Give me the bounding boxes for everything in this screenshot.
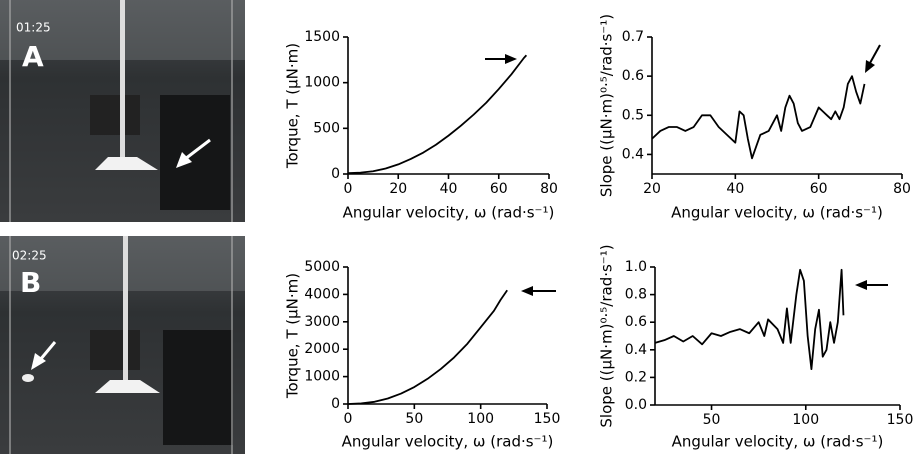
x-tick-label: 20: [389, 181, 407, 197]
y-tick-label: 0.0: [625, 397, 647, 413]
y-tick-label: 0: [331, 166, 340, 182]
y-tick-label: 5000: [304, 259, 340, 275]
data-line: [654, 268, 845, 371]
x-tick-label: 150: [887, 412, 914, 428]
timestamp: 01:25: [16, 21, 51, 35]
y-tick-label: 1000: [304, 369, 340, 385]
panel-label: A: [22, 40, 44, 73]
data-line: [347, 289, 508, 405]
y-tick-label: 0.4: [625, 342, 647, 358]
y-tick-label: 500: [313, 120, 340, 136]
timestamp: 02:25: [12, 249, 47, 263]
photo-a: 01:25 A: [0, 0, 245, 222]
y-tick-label: 0.5: [622, 107, 644, 123]
annotation-arrows: [485, 44, 888, 296]
y-axis-label: Slope ((μN·m)⁰·⁵/rad·s⁻¹): [598, 244, 616, 427]
data-line: [347, 54, 528, 174]
y-axis-label: Torque, T (μN·m): [284, 273, 302, 399]
x-axis-label: Angular velocity, ω (rad·s⁻¹): [342, 433, 554, 451]
y-tick-label: 1000: [304, 75, 340, 91]
y-tick-label: 1500: [304, 29, 340, 45]
x-tick-label: 60: [810, 181, 828, 197]
x-tick-label: 80: [893, 181, 911, 197]
y-tick-label: 0.7: [622, 29, 644, 45]
x-tick-label: 50: [405, 411, 423, 427]
y-tick-label: 4000: [304, 286, 340, 302]
x-tick-label: 40: [726, 181, 744, 197]
y-tick-label: 0.8: [625, 287, 647, 303]
x-tick-label: 100: [467, 411, 494, 427]
y-tick-label: 0.6: [622, 68, 644, 84]
x-tick-label: 0: [344, 411, 353, 427]
x-axis-label: Angular velocity, ω (rad·s⁻¹): [671, 204, 883, 222]
y-tick-label: 0.2: [625, 369, 647, 385]
data-line: [651, 75, 866, 160]
y-axis-label: Torque, T (μN·m): [284, 43, 302, 169]
y-tick-label: 1.0: [625, 259, 647, 275]
x-tick-label: 150: [534, 411, 561, 427]
x-axis-label: Angular velocity, ω (rad·s⁻¹): [672, 433, 884, 451]
x-tick-label: 100: [792, 412, 819, 428]
x-tick-label: 40: [440, 181, 458, 197]
x-tick-label: 0: [344, 181, 353, 197]
y-tick-label: 3000: [304, 314, 340, 330]
x-tick-label: 20: [643, 181, 661, 197]
y-tick-label: 0.6: [625, 314, 647, 330]
photo-b: 02:25 B: [0, 236, 245, 454]
y-tick-label: 0.4: [622, 146, 644, 162]
x-axis-label: Angular velocity, ω (rad·s⁻¹): [343, 204, 555, 222]
x-tick-label: 60: [490, 181, 508, 197]
y-axis-label: Slope ((μN·m)⁰·⁵/rad·s⁻¹): [598, 14, 616, 197]
x-tick-label: 80: [540, 181, 558, 197]
y-tick-label: 2000: [304, 341, 340, 357]
panel-label: B: [20, 266, 41, 299]
y-tick-label: 0: [331, 396, 340, 412]
x-tick-label: 50: [703, 412, 721, 428]
